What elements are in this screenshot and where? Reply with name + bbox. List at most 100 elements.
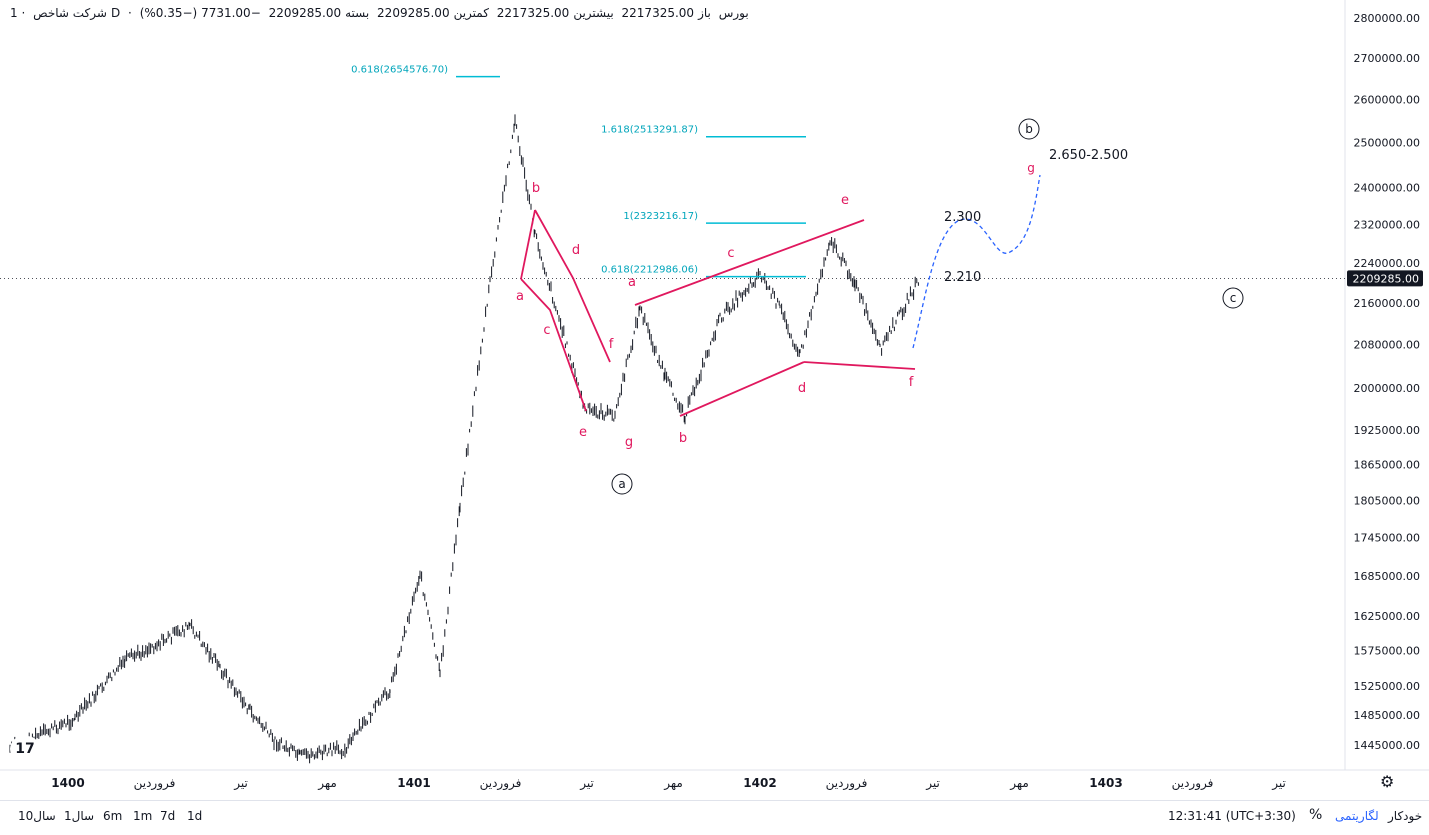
time-tick-label: 1403 <box>1089 776 1122 790</box>
clock-timezone[interactable]: 12:31:41 (UTC+3:30) <box>1168 809 1296 823</box>
range-1m-button[interactable]: 1m <box>133 809 153 823</box>
interval-label[interactable]: 1D <box>10 6 121 20</box>
price-tick-label: 2080000.00 <box>1354 339 1420 352</box>
wave-label: a <box>516 289 524 304</box>
close-value: 2209285.00 <box>268 6 342 20</box>
price-tick-label: 1685000.00 <box>1354 570 1420 583</box>
target-annotation: 2.300 <box>944 210 981 225</box>
price-tick-label: 2700000.00 <box>1354 52 1420 65</box>
tradingview-logo-icon[interactable]: 17 <box>10 736 40 762</box>
wave-label: g <box>1027 161 1035 175</box>
triangle-lower-line <box>679 361 805 417</box>
wave-label: f <box>609 337 614 352</box>
symbol-title[interactable]: شرکت شاخص <box>33 6 107 20</box>
low-value: 2209285.00 <box>377 6 450 20</box>
time-axis: 1400 فروردین تیر مهر 1401 فروردین تیر مهر 1402 فر… <box>51 776 1286 791</box>
wave-label: f <box>909 375 914 390</box>
triangle-upper-line <box>634 219 865 306</box>
high-value: 2217325.00 <box>496 6 570 20</box>
time-tick-label: تیر <box>925 776 940 791</box>
range-1d-button[interactable]: 1d <box>187 809 203 823</box>
high-label: بیشترین <box>573 6 614 20</box>
open-value: 2217325.00 <box>621 6 695 20</box>
circled-wave-marker <box>611 473 633 495</box>
wave-label: e <box>841 193 849 208</box>
circled-wave-marker <box>1222 287 1244 309</box>
time-tick-label: مهر <box>1009 776 1029 791</box>
change-value: −7731.00 (−0.35%) <box>139 6 261 20</box>
close-label: بسته <box>345 6 370 20</box>
time-tick-label: تیر <box>233 776 248 791</box>
wave-label: d <box>572 243 580 258</box>
current-price-label: 2209285.00 <box>1353 272 1419 285</box>
gear-icon[interactable]: ⚙ <box>1380 772 1395 791</box>
wave-trendline <box>520 278 587 412</box>
price-tick-label: 1865000.00 <box>1354 459 1420 472</box>
time-tick-label: فروردین <box>134 776 176 791</box>
price-tick-label: 1485000.00 <box>1354 709 1420 722</box>
bottom-toolbar: 1d 7d 1m 6m 1سال 10سال 12:31:41 (UTC+3:3… <box>0 800 1429 835</box>
fib-level-label: 1(2323216.17) <box>623 211 698 222</box>
price-axis: 2800000.00 2700000.00 2600000.00 2500000.00… <box>0 12 1423 752</box>
price-tick-label: 1445000.00 <box>1354 739 1420 752</box>
time-tick-label: فروردین <box>826 776 868 791</box>
price-tick-label: 1925000.00 <box>1354 424 1420 437</box>
chart-legend: شرکت شاخص · 1D · بورس باز2217325.00 بیشت… <box>10 6 749 20</box>
price-tick-label: 2160000.00 <box>1354 297 1420 310</box>
circled-wave-marker <box>1018 118 1040 140</box>
price-tick-label: 2500000.00 <box>1354 137 1420 150</box>
open-label: باز <box>698 6 711 20</box>
circled-wave-label: c <box>1230 291 1237 305</box>
range-1y-button[interactable]: 1سال <box>64 809 95 823</box>
fib-level-label: 0.618(2212986.06) <box>601 265 698 276</box>
wave-trendline <box>520 209 536 280</box>
wave-label: c <box>727 246 734 261</box>
wave-trendline <box>534 209 611 363</box>
price-tick-label: 2600000.00 <box>1354 93 1420 106</box>
price-tick-label: 2240000.00 <box>1354 257 1420 270</box>
price-tick-label: 1805000.00 <box>1354 495 1420 508</box>
exchange-label: بورس <box>718 6 749 20</box>
triangle-lower-line <box>803 361 916 370</box>
time-tick-label: تیر <box>579 776 594 791</box>
time-tick-label: فروردین <box>1172 776 1214 791</box>
wave-label: b <box>532 181 540 196</box>
target-annotation: 2.210 <box>944 270 981 285</box>
elliott-wave-drawings: 0.618(2654576.70) 1.618(2513291.87) 1(2323… <box>351 65 1244 495</box>
time-tick-label: 1402 <box>743 776 776 790</box>
price-tick-label: 1525000.00 <box>1354 680 1420 693</box>
time-tick-label: تیر <box>1271 776 1286 791</box>
low-label: کمترین <box>453 6 489 20</box>
range-6m-button[interactable]: 6m <box>103 809 123 823</box>
range-7d-button[interactable]: 7d <box>160 809 176 823</box>
price-tick-label: 1575000.00 <box>1354 644 1420 657</box>
log-toggle[interactable]: لگاریتمی <box>1335 809 1379 823</box>
time-tick-label: مهر <box>663 776 683 791</box>
wave-label: e <box>579 425 587 440</box>
price-tick-label: 2320000.00 <box>1354 219 1420 232</box>
time-tick-label: 1401 <box>397 776 430 790</box>
auto-toggle[interactable]: خودکار <box>1388 809 1423 823</box>
wave-label: g <box>625 435 633 450</box>
price-tick-label: 2000000.00 <box>1354 382 1420 395</box>
wave-label: d <box>798 381 806 396</box>
time-tick-label: مهر <box>317 776 337 791</box>
circled-wave-label: b <box>1025 122 1033 136</box>
price-series <box>9 114 919 764</box>
wave-label: c <box>543 323 550 338</box>
wave-label: a <box>628 275 636 290</box>
target-annotation: 2.650-2.500 <box>1049 148 1128 163</box>
circled-wave-label: a <box>618 477 625 491</box>
range-10y-button[interactable]: 10سال <box>18 809 56 823</box>
time-tick-label: 1400 <box>51 776 84 790</box>
projection-path <box>912 174 1041 349</box>
price-tick-label: 2400000.00 <box>1354 181 1420 194</box>
time-tick-label: فروردین <box>480 776 522 791</box>
fib-level-label: 1.618(2513291.87) <box>601 125 698 136</box>
fib-level-label: 0.618(2654576.70) <box>351 65 448 76</box>
price-tick-label: 1625000.00 <box>1354 610 1420 623</box>
percent-toggle[interactable]: % <box>1309 807 1323 823</box>
current-price-tag <box>1347 270 1423 287</box>
price-tick-label: 2800000.00 <box>1354 12 1420 25</box>
